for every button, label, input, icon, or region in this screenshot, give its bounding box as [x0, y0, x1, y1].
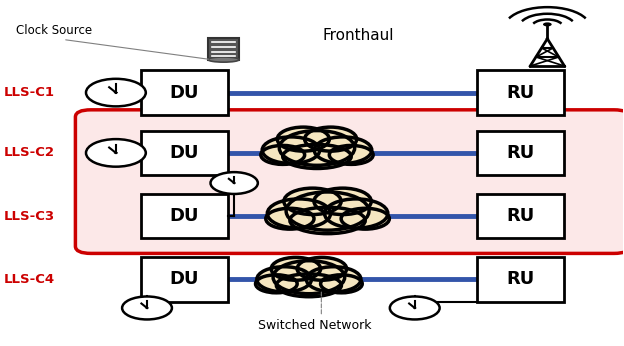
- FancyBboxPatch shape: [141, 70, 228, 115]
- Ellipse shape: [297, 257, 346, 280]
- Circle shape: [86, 79, 146, 106]
- Ellipse shape: [257, 267, 311, 292]
- Text: DU: DU: [170, 84, 199, 102]
- Ellipse shape: [283, 145, 351, 169]
- Text: DU: DU: [170, 270, 199, 288]
- Text: RU: RU: [507, 84, 535, 102]
- Circle shape: [145, 307, 149, 309]
- Ellipse shape: [324, 199, 388, 228]
- FancyBboxPatch shape: [477, 257, 564, 301]
- Ellipse shape: [276, 274, 341, 297]
- Circle shape: [233, 182, 236, 184]
- Ellipse shape: [284, 188, 341, 215]
- Bar: [208, 38, 239, 60]
- Ellipse shape: [266, 208, 314, 229]
- Circle shape: [86, 139, 146, 167]
- Ellipse shape: [305, 127, 357, 151]
- FancyBboxPatch shape: [141, 131, 228, 175]
- Circle shape: [543, 22, 552, 26]
- FancyBboxPatch shape: [76, 110, 624, 253]
- Text: DU: DU: [170, 207, 199, 225]
- Text: LLS-C2: LLS-C2: [4, 146, 55, 160]
- Ellipse shape: [306, 267, 361, 292]
- FancyBboxPatch shape: [141, 194, 228, 238]
- Ellipse shape: [208, 57, 239, 62]
- Ellipse shape: [256, 275, 297, 293]
- Ellipse shape: [277, 127, 329, 151]
- Text: DU: DU: [170, 144, 199, 162]
- Ellipse shape: [267, 199, 331, 228]
- Circle shape: [114, 92, 118, 93]
- Text: LLS-C3: LLS-C3: [4, 210, 55, 222]
- Circle shape: [114, 152, 118, 154]
- Circle shape: [122, 297, 172, 319]
- Ellipse shape: [329, 145, 373, 164]
- FancyBboxPatch shape: [141, 257, 228, 301]
- Circle shape: [390, 297, 440, 319]
- Ellipse shape: [280, 130, 354, 165]
- Ellipse shape: [271, 257, 321, 280]
- Circle shape: [413, 307, 416, 309]
- Text: LLS-C1: LLS-C1: [4, 86, 55, 99]
- Text: RU: RU: [507, 144, 535, 162]
- FancyBboxPatch shape: [477, 131, 564, 175]
- Text: Fronthaul: Fronthaul: [323, 28, 394, 43]
- Ellipse shape: [290, 207, 365, 234]
- Text: RU: RU: [507, 207, 535, 225]
- Ellipse shape: [273, 261, 344, 294]
- Ellipse shape: [314, 188, 371, 215]
- Circle shape: [210, 172, 258, 194]
- Text: Switched Network: Switched Network: [258, 319, 372, 332]
- Ellipse shape: [261, 145, 305, 164]
- Ellipse shape: [321, 275, 363, 293]
- Ellipse shape: [314, 137, 372, 163]
- FancyBboxPatch shape: [477, 70, 564, 115]
- Text: RU: RU: [507, 270, 535, 288]
- FancyBboxPatch shape: [477, 194, 564, 238]
- Ellipse shape: [341, 208, 389, 229]
- Text: LLS-C4: LLS-C4: [4, 273, 55, 286]
- Text: Clock Source: Clock Source: [16, 24, 92, 37]
- Ellipse shape: [286, 192, 369, 230]
- Ellipse shape: [262, 137, 319, 163]
